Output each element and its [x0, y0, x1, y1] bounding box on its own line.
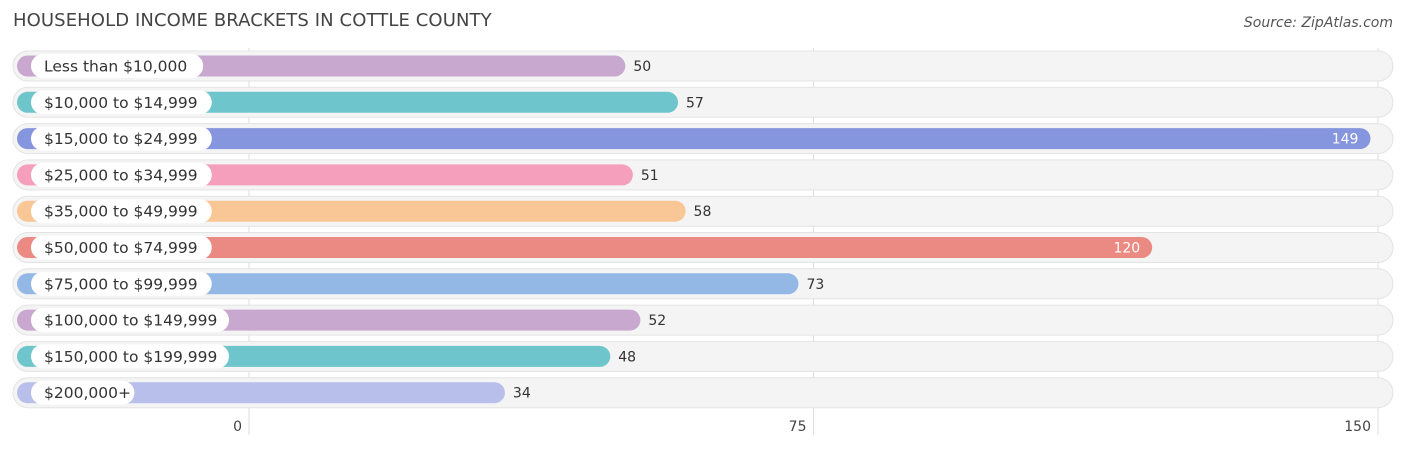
category-label: $10,000 to $14,999 — [44, 94, 198, 112]
value-label: 73 — [806, 277, 824, 293]
value-label: 58 — [694, 204, 712, 220]
category-label-pill — [31, 54, 204, 78]
category-label-pill — [31, 126, 212, 151]
category-label: $100,000 to $149,999 — [44, 312, 217, 330]
category-label: $15,000 to $24,999 — [44, 130, 198, 148]
category-label-pill — [31, 271, 212, 296]
category-label: $75,000 to $99,999 — [44, 275, 198, 293]
value-label: 120 — [1113, 241, 1140, 257]
category-label: $150,000 to $199,999 — [44, 348, 217, 366]
category-label-pill — [31, 380, 135, 405]
category-label-pill — [31, 90, 212, 115]
x-tick-label: 0 — [233, 419, 242, 435]
x-tick-label: 75 — [789, 419, 807, 435]
value-label: 149 — [1332, 132, 1359, 148]
value-label: 51 — [641, 168, 659, 184]
category-label: $200,000+ — [44, 384, 131, 402]
chart-title: HOUSEHOLD INCOME BRACKETS IN COTTLE COUN… — [13, 10, 492, 31]
category-label-pill — [31, 199, 212, 224]
bar — [17, 382, 505, 404]
source-credit: Source: ZipAtlas.com — [1243, 15, 1393, 31]
category-label-pill — [31, 235, 212, 260]
category-label: Less than $10,000 — [44, 58, 187, 76]
bar — [17, 237, 1153, 258]
category-label-pill — [31, 344, 229, 369]
category-label-pill — [31, 308, 229, 333]
bar-rows: Less than $10,000 50 $10,000 to $14,999 57 $… — [12, 50, 1394, 409]
value-label: 50 — [633, 59, 651, 75]
category-label: $35,000 to $49,999 — [44, 203, 198, 221]
value-label: 48 — [618, 349, 636, 365]
value-label: 34 — [513, 386, 531, 402]
x-axis-ticks: 0 75 150 — [233, 419, 1371, 435]
category-label-pill — [31, 162, 212, 187]
value-label: 57 — [686, 95, 704, 111]
category-label: $50,000 to $74,999 — [44, 239, 198, 257]
x-tick-label: 150 — [1344, 419, 1371, 435]
bar — [17, 273, 799, 295]
category-label: $25,000 to $34,999 — [44, 166, 198, 184]
value-label: 52 — [648, 313, 666, 329]
bar — [17, 128, 1371, 150]
